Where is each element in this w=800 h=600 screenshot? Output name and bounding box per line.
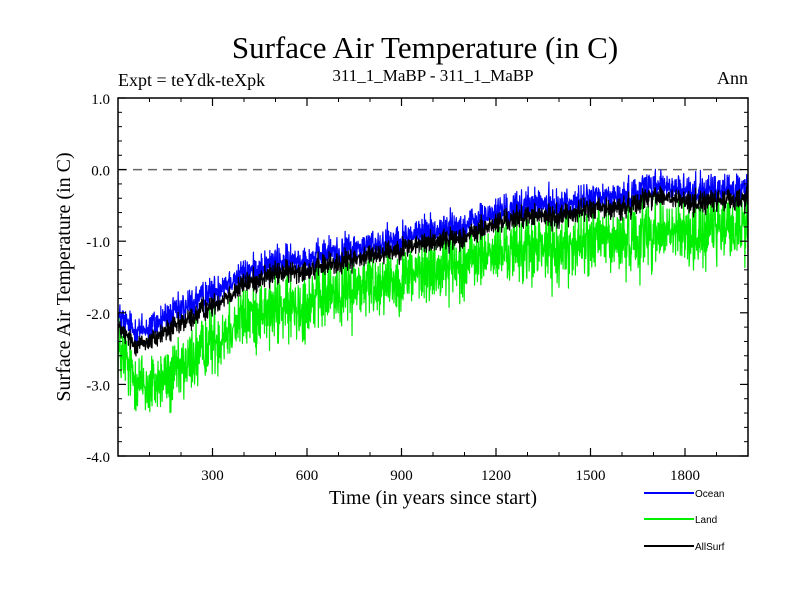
legend-item-land: Land: [644, 515, 717, 526]
series-line-allsurf: [118, 185, 748, 357]
subtitle-center: 311_1_MaBP - 311_1_MaBP: [332, 66, 533, 85]
y-tick-label: -3.0: [86, 378, 110, 394]
y-axis-label: Surface Air Temperature (in C): [53, 152, 75, 401]
x-tick-label: 300: [201, 468, 224, 484]
x-tick-label: 1800: [670, 468, 700, 484]
legend-label: AllSurf: [695, 542, 725, 553]
y-tick-label: -1.0: [86, 235, 110, 251]
x-tick-label: 600: [296, 468, 319, 484]
legend-item-allsurf: AllSurf: [644, 542, 725, 553]
subtitle-left: Expt = teYdk-teXpk: [118, 70, 265, 90]
x-axis-label: Time (in years since start): [329, 487, 537, 509]
x-tick-label: 1200: [481, 468, 511, 484]
legend-label: Land: [695, 515, 717, 526]
chart-title: Surface Air Temperature (in C): [232, 30, 618, 65]
y-tick-label: -4.0: [86, 450, 110, 466]
y-tick-label: -2.0: [86, 307, 110, 323]
y-tick-label: 0.0: [91, 164, 110, 180]
x-tick-label: 900: [390, 468, 413, 484]
series-group: [118, 168, 748, 414]
legend: Ocean Land AllSurf: [644, 489, 725, 553]
y-tick-label: 1.0: [91, 92, 110, 108]
series-line-ocean: [118, 168, 748, 345]
series-line-land: [118, 189, 748, 414]
axis-ticks: 300 600 900 1200 1500 1800 1.0 0.0 -1.0 -2.0 -3.0 -…: [86, 92, 748, 484]
subtitle-right: Ann: [717, 68, 748, 88]
legend-item-ocean: Ocean: [644, 489, 724, 500]
x-tick-label: 1500: [576, 468, 606, 484]
legend-label: Ocean: [695, 489, 724, 500]
plot-area: 300 600 900 1200 1500 1800 1.0 0.0 -1.0 -2.0 -3.0 -…: [86, 92, 749, 484]
